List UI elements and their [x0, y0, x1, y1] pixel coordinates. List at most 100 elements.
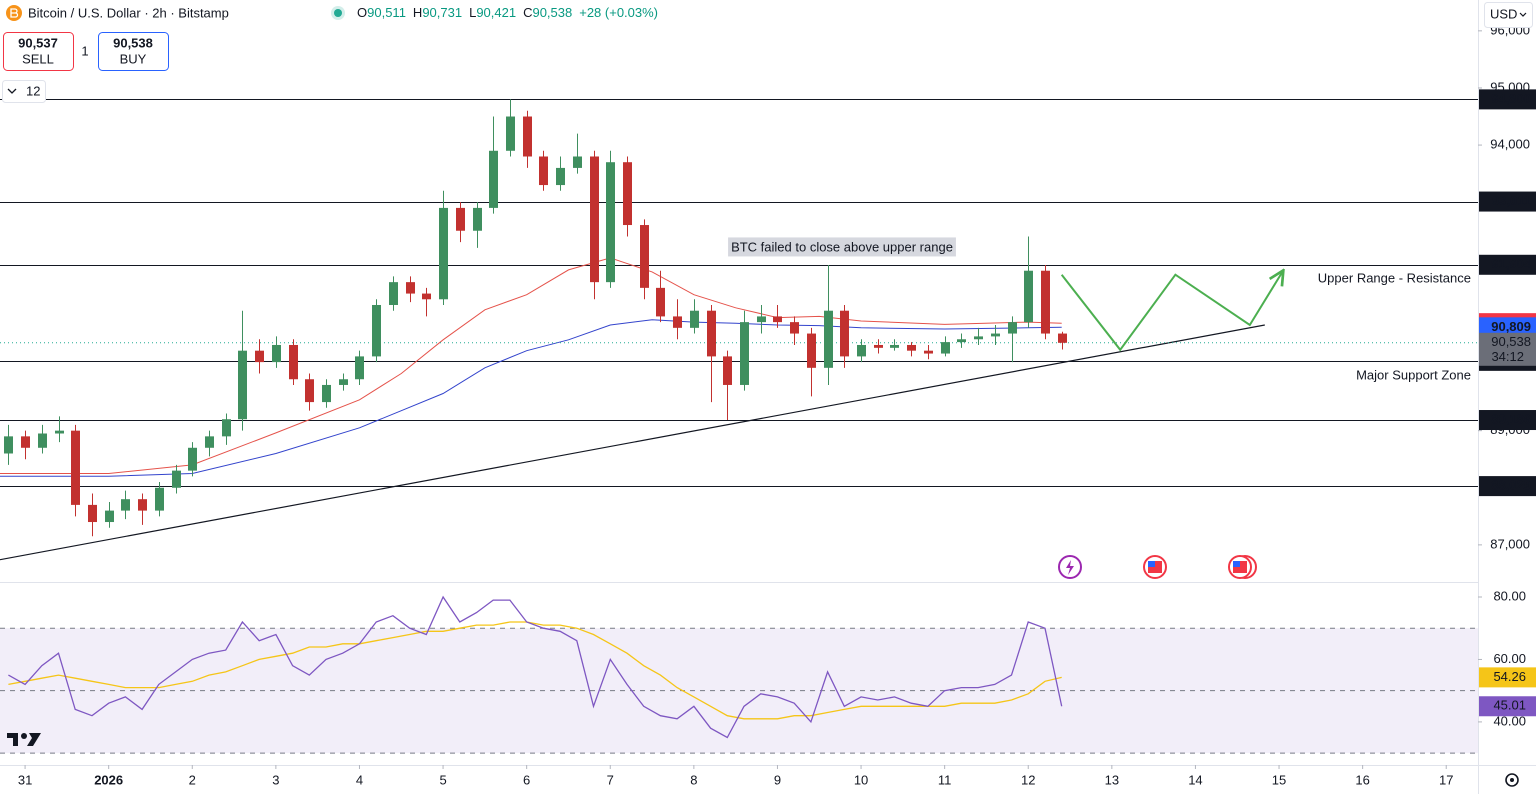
- candle-body: [890, 344, 899, 348]
- buy-label: BUY: [120, 51, 147, 66]
- price-badge: [1479, 317, 1536, 338]
- rsi-badge: [1479, 696, 1536, 717]
- candle-body: [439, 207, 448, 300]
- x-tick-label: 5: [439, 772, 446, 787]
- candle-body: [489, 150, 498, 208]
- coin-glyph: [10, 8, 19, 18]
- buy-price: 90,538: [113, 35, 153, 50]
- candle-body: [238, 350, 247, 420]
- indicator-count: 12: [26, 83, 40, 98]
- candle-body: [556, 167, 565, 186]
- price-badge-label: 91,904: [1491, 256, 1532, 271]
- ohlc-value: 90,511: [367, 5, 406, 20]
- candle-body: [4, 436, 13, 454]
- candle-body: [389, 282, 398, 305]
- ohlc-key: H: [413, 5, 422, 20]
- ohlc-key: C: [523, 5, 532, 20]
- candle-body: [790, 322, 799, 334]
- x-tick-label: 13: [1105, 772, 1119, 787]
- price-badge: [1479, 254, 1536, 275]
- candle-body: [957, 339, 966, 343]
- candle-body: [55, 430, 64, 434]
- candle-body: [406, 282, 415, 294]
- candle-body: [723, 356, 732, 385]
- rsi-badge: [1479, 667, 1536, 688]
- candle-body: [38, 433, 47, 448]
- candle-body: [539, 156, 548, 186]
- main-pane: BTC failed to close above upper range Upp…: [0, 99, 1478, 561]
- settings-button[interactable]: [1505, 773, 1519, 787]
- rsi-pane: [0, 595, 1478, 754]
- currency-button[interactable]: [1484, 2, 1533, 28]
- candle-body: [707, 310, 716, 357]
- rsi-line: [8, 595, 1063, 739]
- x-tick-label: 8: [690, 772, 697, 787]
- buy-button[interactable]: [98, 32, 169, 71]
- candle-body: [422, 293, 431, 300]
- ohlc-legend: O90,511 H90,731 L90,421 C90,538 +28 (+0.03%): [357, 5, 658, 20]
- logo-part: [7, 733, 18, 746]
- candle-body: [372, 304, 381, 357]
- candle-body: [1008, 322, 1017, 334]
- currency: USD: [1490, 6, 1517, 21]
- moving-average: [0, 319, 1062, 477]
- chart-title: Bitcoin / U.S. Dollar · 2h · Bitstamp: [28, 5, 229, 20]
- candle-body: [924, 350, 933, 354]
- candle-body: [874, 344, 883, 348]
- candle-body: [205, 436, 214, 448]
- candle-body: [740, 322, 749, 385]
- candle-body: [991, 333, 1000, 337]
- ohlc-key: L: [469, 5, 476, 20]
- candle-body: [289, 344, 298, 380]
- last-price-badge: [1479, 332, 1536, 366]
- candle-body: [1041, 270, 1050, 334]
- ohlc-value: 90,731: [422, 5, 462, 20]
- ohlc-change: +28 (+0.03%): [579, 5, 658, 20]
- candle-body: [172, 470, 181, 488]
- candle-body: [355, 356, 364, 380]
- candle-body: [773, 316, 782, 323]
- price-badge-label: 94,800: [1491, 91, 1531, 106]
- x-tick-label: 10: [854, 772, 868, 787]
- y-tick-label: 40.00: [1493, 713, 1526, 728]
- annotation: Major Support Zone: [1356, 367, 1471, 382]
- price-badge: [1479, 89, 1536, 110]
- candle-body: [473, 207, 482, 231]
- x-tick-label: 17: [1439, 772, 1453, 787]
- candle-body: [623, 162, 632, 226]
- candle-body: [757, 316, 766, 323]
- moving-average: [0, 257, 1062, 474]
- rsi-badge-label: 54.26: [1493, 669, 1526, 684]
- candle-body: [857, 344, 866, 357]
- flag-glyph: [1148, 561, 1155, 567]
- x-tick-label: 6: [523, 772, 530, 787]
- x-tick-label: 15: [1272, 772, 1286, 787]
- candle-body: [322, 384, 331, 403]
- ohlc-value: 90,421: [476, 5, 516, 20]
- sell-button[interactable]: [3, 32, 74, 71]
- sell-price: 90,537: [18, 35, 58, 50]
- candle-body: [1058, 333, 1067, 343]
- price-badge-label: 88,029: [1491, 478, 1531, 493]
- market-open-dot: [334, 9, 342, 17]
- y-tick-label: 87,000: [1490, 536, 1530, 551]
- candle-body: [188, 447, 197, 471]
- x-tick-label: 4: [356, 772, 363, 787]
- candle-body: [339, 379, 348, 385]
- flag-glyph: [1233, 561, 1240, 567]
- candle-body: [974, 336, 983, 340]
- gear-icon: [1510, 778, 1514, 782]
- candle-body: [590, 156, 599, 283]
- candle-body: [523, 116, 532, 157]
- candle-body: [121, 499, 130, 511]
- logo-part: [27, 733, 41, 746]
- candle-body: [105, 510, 114, 523]
- annotation-box: [728, 237, 956, 257]
- indicators-toggle[interactable]: [2, 80, 46, 103]
- price-badge-label: 90,809: [1491, 319, 1531, 334]
- price-badge-label: 89,186: [1491, 411, 1531, 426]
- candle-body: [456, 207, 465, 231]
